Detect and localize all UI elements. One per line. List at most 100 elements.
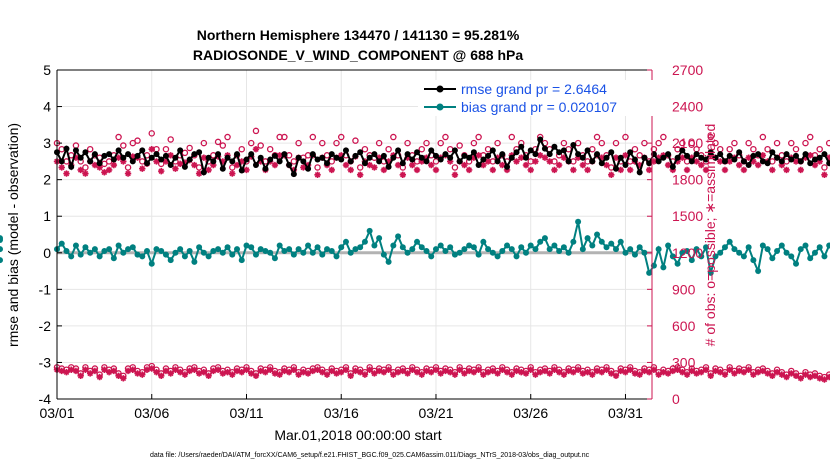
bias-point (712, 253, 719, 260)
rmse-point (248, 151, 255, 158)
assimilated-obs-marker (650, 158, 658, 165)
bias-point (665, 242, 672, 249)
rmse-point (63, 145, 70, 152)
possible-obs-marker (238, 145, 246, 153)
assimilated-obs-marker-low (347, 372, 354, 380)
bias-point (504, 242, 511, 249)
assimilated-obs-marker-low (503, 368, 511, 376)
chart-title-line2: RADIOSONDE_V_WIND_COMPONENT @ 688 hPa (193, 47, 523, 63)
assimilated-obs-marker-low (612, 372, 620, 380)
assimilated-obs-marker-low (82, 366, 89, 373)
assimilated-obs-marker-low (238, 368, 245, 376)
assimilated-obs-marker (446, 158, 454, 165)
bias-point (234, 246, 241, 253)
assimilated-obs-marker-low (77, 372, 84, 380)
assimilated-obs-marker-low (205, 372, 212, 380)
bias-point (314, 244, 321, 251)
bias-point (489, 249, 496, 256)
assimilated-obs-marker (551, 166, 558, 174)
bias-point (594, 231, 601, 238)
bias-point (684, 247, 691, 254)
y-right-tick-label: 2700 (672, 62, 703, 78)
possible-obs-marker (319, 139, 326, 147)
bias-point (110, 255, 117, 262)
assimilated-obs-marker-low (603, 366, 610, 373)
bias-point (158, 247, 165, 254)
assimilated-obs-marker-low (96, 373, 103, 381)
assimilated-obs-marker (91, 161, 99, 169)
rmse-point (238, 167, 245, 174)
assimilated-obs-marker-low (641, 367, 648, 375)
assimilated-obs-marker-low (91, 367, 99, 375)
possible-obs-marker (437, 139, 444, 147)
assimilated-obs-marker-low (148, 365, 155, 372)
assimilated-obs-marker (162, 158, 170, 165)
assimilated-obs-marker (153, 158, 160, 165)
assimilated-obs-marker (825, 154, 830, 161)
assimilated-obs-marker (205, 166, 212, 174)
rmse-point (712, 154, 719, 161)
rmse-point (783, 151, 790, 158)
assimilated-obs-marker-low (162, 367, 170, 375)
bias-point (485, 246, 492, 253)
possible-obs-marker (252, 127, 260, 135)
assimilated-obs-marker (783, 166, 790, 174)
assimilated-obs-marker-low (68, 366, 75, 373)
bias-point (162, 251, 169, 258)
assimilated-obs-marker-low (669, 367, 677, 375)
possible-obs-marker (181, 149, 189, 157)
bias-point (139, 253, 146, 260)
rmse-point (91, 151, 98, 158)
bias-point (376, 235, 383, 242)
assimilated-obs-marker-low (186, 367, 193, 375)
rmse-point (347, 158, 354, 165)
bias-point (399, 244, 406, 251)
rmse-point (276, 158, 283, 165)
rmse-point (750, 152, 757, 159)
rmse-point (674, 154, 681, 161)
rmse-point (286, 162, 293, 169)
possible-obs-marker (442, 133, 449, 141)
assimilated-obs-marker-low (134, 370, 141, 377)
rmse-point (101, 152, 108, 159)
rmse-point (475, 162, 482, 169)
possible-obs-marker (404, 139, 411, 147)
possible-obs-marker (229, 164, 236, 171)
legend-bias-label: bias grand pr = 0.020107 (461, 99, 617, 115)
assimilated-obs-marker (110, 161, 118, 169)
assimilated-obs-marker (717, 158, 724, 165)
y-left-tick-label: -1 (39, 281, 52, 297)
assimilated-obs-marker-low (418, 371, 425, 378)
assimilated-obs-marker-low (300, 368, 307, 376)
possible-obs-marker (475, 133, 482, 141)
assimilated-obs-marker (541, 154, 549, 161)
assimilated-obs-marker-low (139, 371, 146, 378)
assimilated-obs-marker-low (290, 366, 298, 373)
bias-point (442, 247, 449, 254)
assimilated-obs-marker-low (72, 367, 80, 375)
rmse-point (707, 149, 714, 156)
assimilated-obs-marker-low (811, 372, 819, 380)
bias-point (357, 244, 364, 251)
possible-obs-marker (186, 144, 193, 152)
bias-point (480, 238, 487, 245)
bias-point (342, 238, 349, 245)
rmse-point (570, 141, 577, 148)
assimilated-obs-marker (669, 166, 677, 174)
bias-point (77, 251, 84, 258)
assimilated-obs-marker-low (86, 370, 94, 377)
y-right-tick-label: 300 (672, 354, 696, 370)
assimilated-obs-marker (518, 154, 525, 161)
rmse-point (608, 149, 615, 156)
rmse-point (77, 154, 84, 161)
rmse-point (153, 151, 160, 158)
bias-point (219, 249, 226, 256)
possible-obs-marker (816, 145, 823, 153)
assimilated-obs-marker-low (532, 371, 539, 378)
legend: rmse grand pr = 2.6464 bias grand pr = 0… (418, 80, 660, 116)
bias-point (598, 238, 605, 245)
assimilated-obs-marker (816, 158, 823, 165)
rmse-point (333, 154, 340, 161)
rmse-point (461, 152, 468, 159)
